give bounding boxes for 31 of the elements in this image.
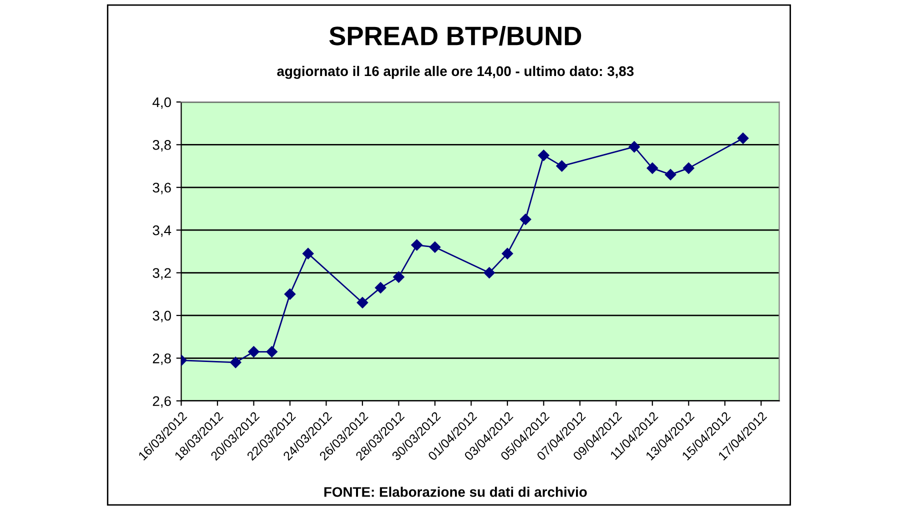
point — [356, 297, 368, 308]
y-tick-label: 2,6 — [152, 396, 171, 408]
y-tick-label: 3,0 — [152, 310, 171, 322]
point — [628, 141, 640, 152]
point — [284, 288, 296, 300]
y-tick-label: 2,8 — [152, 354, 171, 365]
y-tick-label: 3,4 — [152, 225, 172, 237]
chart-subtitle: aggiornato il 16 aprile alle ore 14,00 - ultimo dato: 3,83 — [277, 66, 634, 79]
y-tick-label: 3,6 — [152, 182, 171, 194]
point — [393, 271, 404, 283]
point — [502, 248, 514, 260]
point — [266, 346, 278, 358]
point — [683, 162, 694, 174]
point — [556, 160, 568, 172]
point — [411, 239, 422, 251]
point — [230, 356, 242, 368]
source-note: FONTE: Elaborazione su dati di archivio — [324, 486, 587, 497]
chart-title: SPREAD BTP/BUND — [329, 26, 582, 46]
y-tick-label: 3,8 — [152, 140, 171, 152]
point — [374, 282, 386, 294]
point — [484, 267, 495, 278]
point — [646, 162, 658, 174]
point — [520, 214, 532, 226]
point — [302, 248, 314, 260]
point — [429, 242, 441, 253]
y-tick-label: 3,2 — [152, 268, 171, 280]
point — [737, 132, 749, 144]
y-tick-label: 4,0 — [152, 97, 171, 109]
point — [538, 150, 550, 161]
point — [664, 168, 676, 180]
point — [248, 346, 260, 358]
